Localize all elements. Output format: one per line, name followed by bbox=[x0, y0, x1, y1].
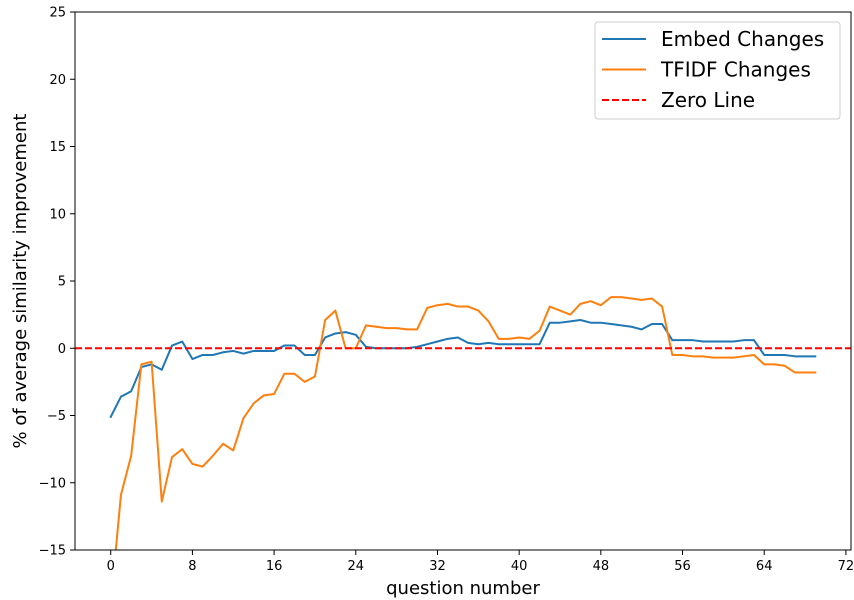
series-lines bbox=[75, 296, 851, 550]
legend-box bbox=[594, 21, 841, 120]
x-tick-label: 40 bbox=[511, 559, 528, 574]
y-tick-label: 5 bbox=[58, 275, 66, 290]
x-tick-label: 56 bbox=[674, 559, 691, 574]
x-tick-label: 48 bbox=[593, 559, 610, 574]
y-tick-label: 15 bbox=[49, 140, 66, 155]
x-tick-label: 24 bbox=[348, 559, 365, 574]
embed-changes-line bbox=[109, 319, 817, 419]
x-tick-label: 72 bbox=[838, 559, 854, 574]
x-tick-label: 16 bbox=[266, 559, 283, 574]
x-tick-label: 0 bbox=[107, 559, 115, 574]
x-axis-ticks: 0 8 16 24 32 40 48 56 64 72 bbox=[107, 550, 854, 574]
x-axis-title: question number bbox=[386, 578, 540, 599]
y-axis-title: % of average similarity improvement bbox=[10, 114, 31, 449]
y-tick-label: 25 bbox=[49, 6, 66, 21]
legend: Embed Changes TFIDF Changes Zero Line bbox=[594, 21, 841, 120]
y-axis-ticks: −15 −10 −5 0 5 10 15 20 25 bbox=[39, 6, 75, 559]
tfidf-changes-legend-label: TFIDF Changes bbox=[660, 58, 811, 82]
x-tick-label: 64 bbox=[756, 559, 773, 574]
y-tick-label: 0 bbox=[58, 342, 66, 357]
y-tick-label: −15 bbox=[39, 544, 66, 559]
y-tick-label: 10 bbox=[49, 207, 66, 222]
y-tick-label: −5 bbox=[47, 409, 66, 424]
x-tick-label: 32 bbox=[429, 559, 446, 574]
x-tick-label: 8 bbox=[188, 559, 196, 574]
zero-line-legend-label: Zero Line bbox=[661, 88, 755, 112]
embed-changes-legend-label: Embed Changes bbox=[661, 27, 824, 51]
y-tick-label: −10 bbox=[39, 476, 66, 491]
tfidf-changes-line bbox=[114, 296, 817, 550]
y-tick-label: 20 bbox=[49, 73, 66, 88]
